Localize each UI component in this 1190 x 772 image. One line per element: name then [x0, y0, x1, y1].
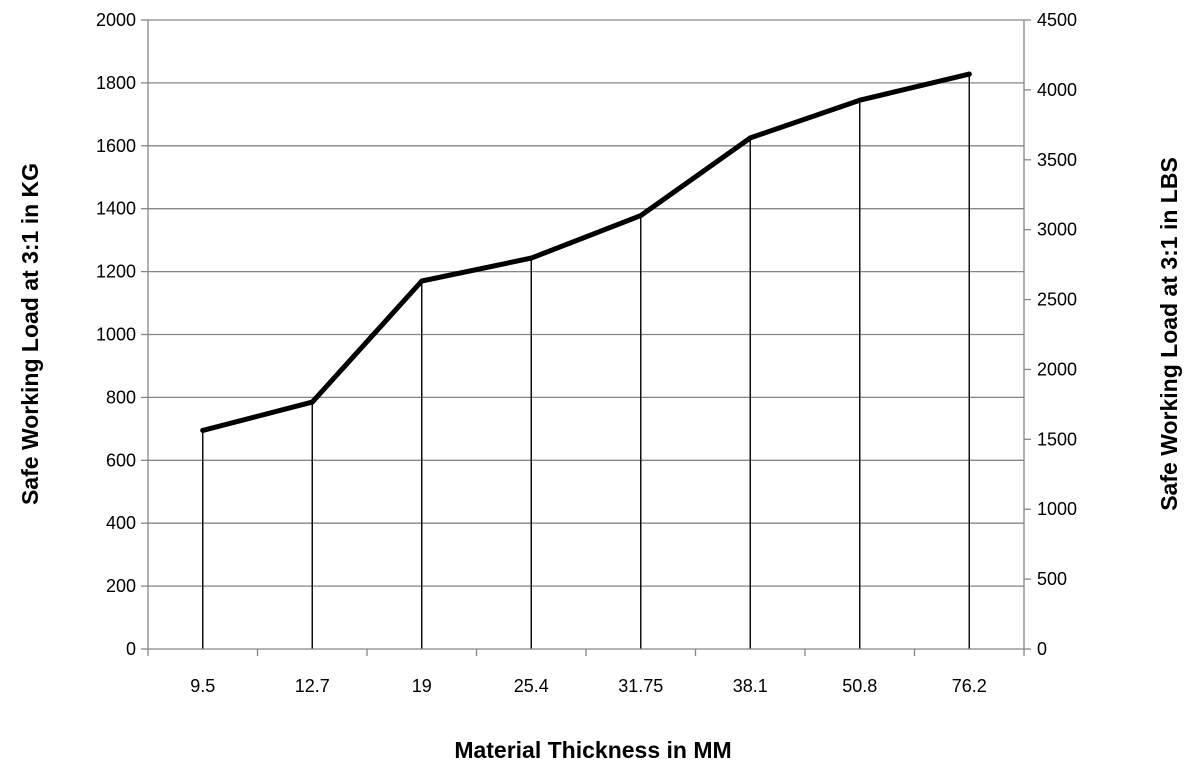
data-point	[638, 213, 644, 219]
x-axis-title: Material Thickness in MM	[454, 737, 731, 763]
data-point	[419, 278, 425, 284]
y-tick-label: 1800	[96, 73, 136, 93]
x-tick-label: 19	[412, 676, 432, 696]
y2-tick-label: 1500	[1037, 429, 1077, 449]
y-tick-label: 0	[126, 639, 136, 659]
y2-axis-title: Safe Working Load at 3:1 in LBS	[1156, 157, 1182, 511]
y2-tick-label: 0	[1037, 639, 1047, 659]
data-point	[309, 399, 315, 405]
y-tick-label: 1600	[96, 136, 136, 156]
y-axis-title: Safe Working Load at 3:1 in KG	[17, 163, 43, 505]
data-point	[528, 255, 534, 261]
data-point	[200, 427, 206, 433]
y-tick-label: 400	[106, 513, 136, 533]
y-tick-label: 600	[106, 450, 136, 470]
y-tick-label: 2000	[96, 10, 136, 30]
x-tick-label: 76.2	[952, 676, 987, 696]
x-tick-label: 9.5	[190, 676, 215, 696]
y-tick-label: 1000	[96, 325, 136, 345]
left-axis-ticks: 0 200 400 600 800 1000 1200 1400 1600 1800 2000	[96, 10, 148, 659]
drop-lines	[202, 74, 970, 649]
y-tick-label: 1400	[96, 199, 136, 219]
x-tick-label: 50.8	[842, 676, 877, 696]
y2-tick-label: 2000	[1037, 359, 1077, 379]
x-tick-label: 25.4	[514, 676, 549, 696]
y2-tick-label: 4500	[1037, 10, 1077, 30]
right-axis-ticks: 0 500 1000 1500 2000 2500 3000 3500 4000 4500	[1024, 10, 1077, 659]
y2-tick-label: 500	[1037, 569, 1067, 589]
x-tick-label: 31.75	[618, 676, 663, 696]
series-line	[200, 71, 972, 433]
x-tick-label: 12.7	[295, 676, 330, 696]
y-tick-label: 1200	[96, 262, 136, 282]
x-axis-ticks: 9.5 12.7 19 25.4 31.75 38.1 50.8 76.2	[147, 649, 1025, 696]
data-point	[966, 71, 972, 77]
series-layer	[200, 71, 972, 433]
data-point	[857, 97, 863, 103]
y2-tick-label: 3000	[1037, 220, 1077, 240]
x-tick-label: 38.1	[733, 676, 768, 696]
gridlines	[148, 19, 1024, 587]
y2-tick-label: 1000	[1037, 499, 1077, 519]
y2-tick-label: 4000	[1037, 80, 1077, 100]
y-tick-label: 800	[106, 387, 136, 407]
y2-tick-label: 2500	[1037, 290, 1077, 310]
y2-tick-label: 3500	[1037, 150, 1077, 170]
data-point	[747, 135, 753, 141]
y-tick-label: 200	[106, 576, 136, 596]
